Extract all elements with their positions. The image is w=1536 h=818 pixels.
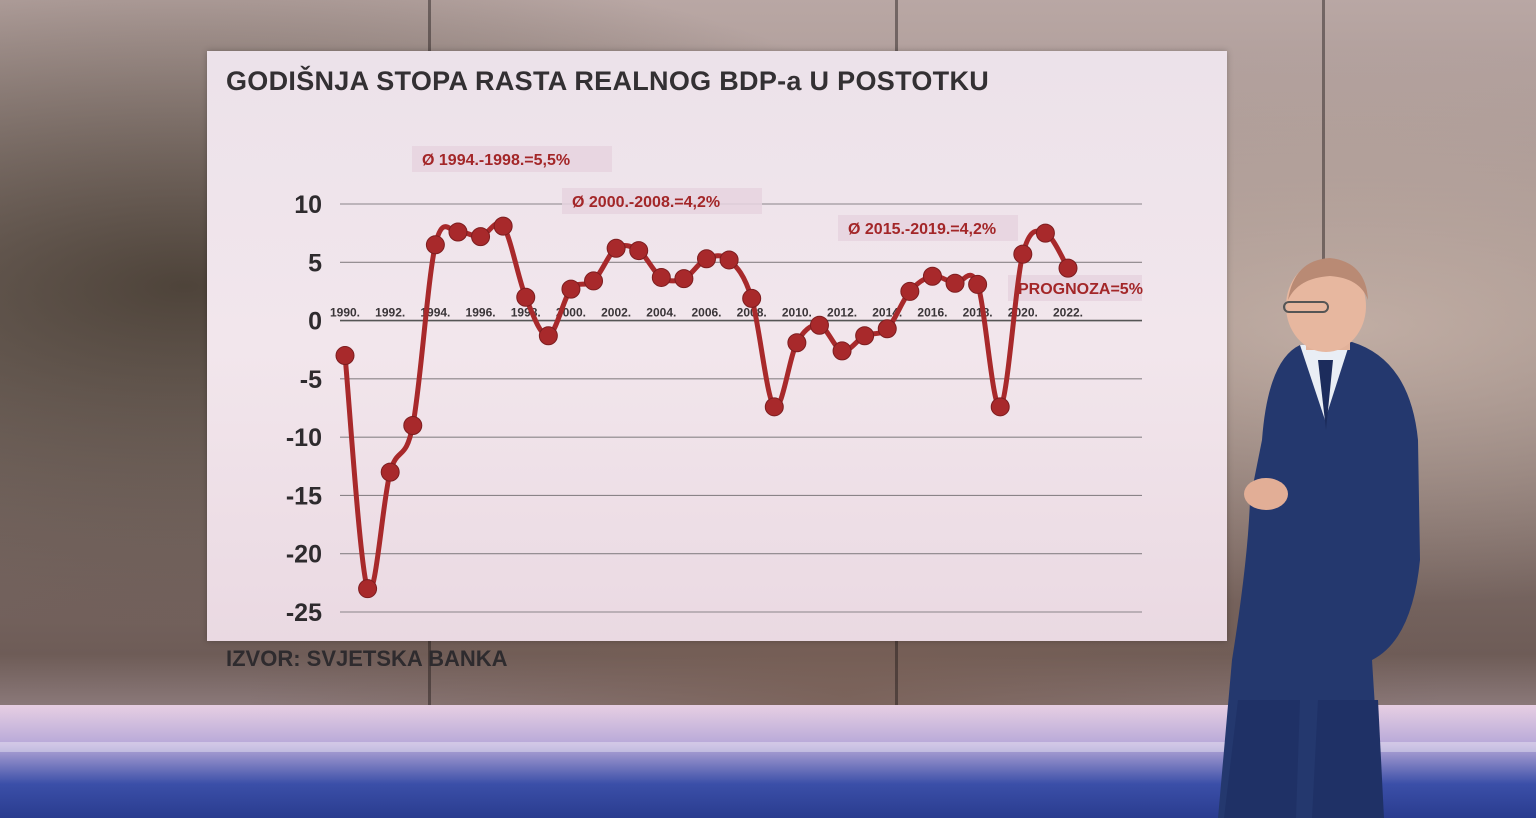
data-point-2005 — [674, 269, 694, 289]
data-point-1997 — [493, 216, 513, 236]
x-tick-label: 1992. — [375, 306, 405, 320]
x-tick-label: 2006. — [691, 306, 721, 320]
y-tick-label: 5 — [308, 249, 322, 277]
x-tick-label: 2012. — [827, 306, 857, 320]
data-point-2017 — [945, 273, 965, 293]
y-tick-label: -25 — [286, 599, 322, 627]
data-point-1993 — [403, 415, 423, 435]
y-tick-label: -5 — [300, 366, 322, 394]
data-point-1992 — [380, 462, 400, 482]
data-point-2000 — [561, 279, 581, 299]
data-point-2006 — [697, 249, 716, 269]
annotation-label: Ø 2015.-2019.=4,2% — [848, 221, 996, 238]
data-point-2013 — [855, 326, 875, 346]
chart-source: IZVOR: SVJETSKA BANKA — [226, 646, 508, 671]
x-tick-label: 2008. — [737, 306, 767, 320]
y-tick-label: 0 — [308, 308, 322, 336]
y-tick-label: -15 — [286, 482, 322, 510]
data-point-2003 — [629, 241, 649, 261]
data-point-2009 — [764, 397, 784, 417]
data-point-1998 — [516, 287, 536, 307]
data-point-2020 — [1013, 244, 1033, 264]
y-tick-label: -20 — [286, 541, 322, 569]
annotation-box — [1008, 275, 1142, 301]
x-tick-label: 1990. — [330, 306, 360, 320]
presenter-silhouette — [1218, 258, 1420, 818]
x-tick-label: 2022. — [1053, 306, 1083, 320]
x-tick-label: 2004. — [646, 306, 676, 320]
data-point-1990 — [335, 346, 355, 366]
data-point-2021 — [1035, 223, 1055, 243]
annotation-box — [838, 215, 1018, 241]
data-point-2011 — [809, 315, 829, 335]
x-tick-label: 2016. — [917, 306, 947, 320]
x-tick-label: 2010. — [782, 306, 812, 320]
annotation-box — [562, 188, 762, 214]
data-point-2015 — [900, 281, 920, 301]
data-point-2014 — [877, 319, 897, 339]
y-tick-label: 10 — [294, 191, 322, 219]
data-point-1994 — [425, 235, 445, 255]
data-point-2010 — [787, 333, 807, 353]
data-point-2007 — [719, 250, 739, 270]
annotation-label: Ø 2000.-2008.=4,2% — [572, 194, 720, 211]
x-tick-label: 1996. — [466, 306, 496, 320]
data-point-2018 — [968, 274, 988, 294]
data-point-2002 — [606, 238, 626, 258]
x-tick-label: 2002. — [601, 306, 631, 320]
data-point-1996 — [471, 227, 491, 247]
data-point-2001 — [584, 271, 604, 291]
data-point-2004 — [651, 267, 671, 287]
chart-panel — [207, 51, 1227, 641]
annotation-box — [412, 146, 612, 172]
chart-title: GODIŠNJA STOPA RASTA REALNOG BDP-a U POS… — [226, 66, 990, 96]
floor-light-stripe — [0, 742, 1536, 752]
y-tick-label: -10 — [286, 424, 322, 452]
data-point-1995 — [448, 222, 468, 242]
data-point-2019 — [990, 397, 1010, 417]
data-point-1991 — [358, 579, 378, 599]
data-point-1999 — [538, 326, 558, 346]
data-point-2022 — [1058, 258, 1078, 278]
annotation-label: Ø 1994.-1998.=5,5% — [422, 152, 570, 169]
annotation-label: PROGNOZA=5% — [1018, 281, 1143, 298]
data-point-2016 — [922, 266, 942, 286]
data-point-2008 — [742, 288, 762, 308]
data-point-2012 — [832, 341, 852, 361]
